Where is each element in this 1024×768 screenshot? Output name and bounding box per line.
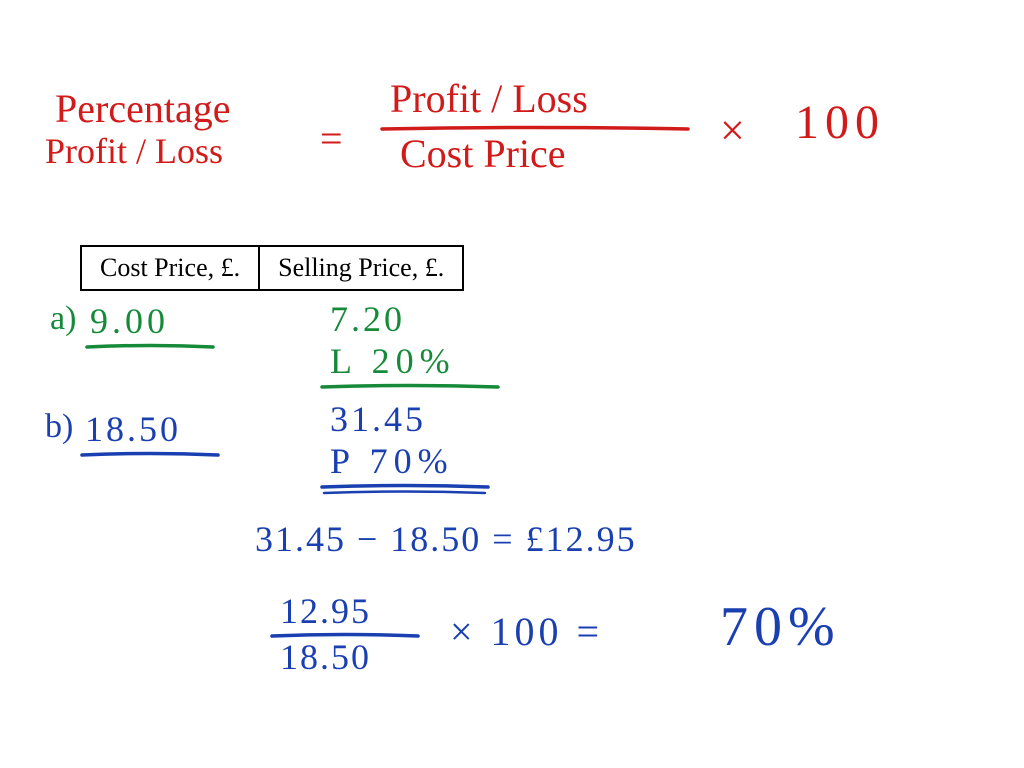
row-a-cost-underline [85,342,215,352]
row-b-selling: 31.45 [330,398,426,440]
formula-fraction-line [380,125,690,133]
row-a-result-underline [320,382,500,392]
formula-lhs-bottom: Profit / Loss [45,130,223,172]
row-a-result: L 20% [330,340,456,382]
row-a-label: a) [50,300,76,338]
working-answer: 70% [720,595,841,659]
working-subtraction: 31.45 − 18.50 = £12.95 [255,518,637,560]
row-a-cost: 9.00 [90,300,169,342]
formula-times: × [720,105,745,156]
row-b-label: b) [45,408,73,446]
row-a-selling: 7.20 [330,298,405,340]
working-frac-num: 12.95 [280,590,371,632]
price-table: Cost Price, £. Selling Price, £. [80,245,464,291]
row-b-result: P 70% [330,440,454,482]
working-times100eq: × 100 = [450,608,603,655]
formula-hundred: 100 [795,95,885,150]
table-header-cost: Cost Price, £. [81,246,259,290]
row-b-cost: 18.50 [85,408,181,450]
formula-denominator: Cost Price [400,130,566,177]
table-header-selling: Selling Price, £. [259,246,463,290]
formula-numerator: Profit / Loss [390,75,588,122]
formula-lhs-top: Percentage [55,85,230,132]
row-b-cost-underline [80,450,220,460]
row-b-result-underline [320,482,490,496]
working-frac-den: 18.50 [280,636,371,678]
formula-eq: = [320,115,343,162]
